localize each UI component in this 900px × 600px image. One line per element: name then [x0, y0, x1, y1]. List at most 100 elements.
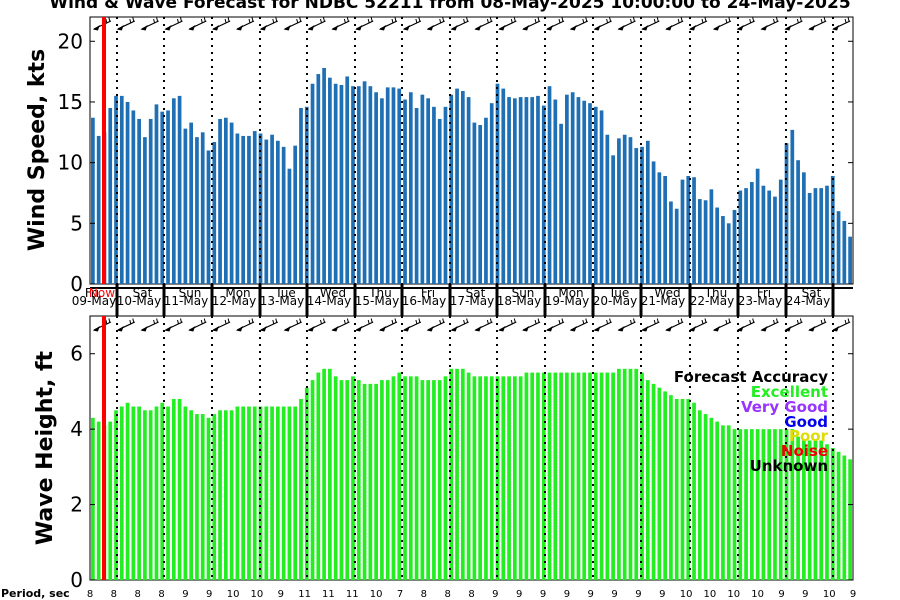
legend-very-good: Very Good — [741, 398, 828, 416]
wind-bar — [218, 118, 222, 284]
wind-bar — [686, 175, 691, 284]
wind-bar — [171, 98, 176, 284]
wind-bar — [836, 211, 841, 284]
wave-bar — [755, 429, 760, 580]
wind-bar — [119, 95, 124, 284]
wind-bar — [599, 110, 604, 284]
wave-bar — [489, 376, 494, 580]
wind-bar — [472, 122, 477, 284]
direction-arrow-icon — [498, 17, 517, 31]
direction-arrow-icon — [593, 17, 612, 31]
day-name-label: Fri — [421, 286, 435, 300]
wave-bar — [212, 414, 217, 580]
wind-bar — [842, 220, 847, 284]
wind-bar — [495, 83, 500, 284]
wave-bar — [680, 398, 685, 580]
direction-arrow-icon — [784, 17, 803, 31]
wind-bar — [721, 216, 725, 284]
wind-bar — [692, 177, 696, 284]
wave-bar — [715, 421, 720, 580]
wave-bar — [247, 406, 251, 580]
wave-day-gridlines — [116, 316, 834, 580]
direction-arrow-icon — [808, 318, 827, 332]
wave-bar — [767, 429, 772, 580]
wave-bar — [195, 414, 199, 580]
wind-bar — [91, 117, 95, 284]
wind-bar — [807, 192, 812, 284]
wave-bar — [744, 429, 748, 580]
now-marker: Now — [89, 17, 115, 580]
wind-bar — [293, 145, 298, 284]
wave-bar — [524, 372, 529, 580]
period-value: 9 — [182, 589, 188, 600]
period-value: 11 — [298, 589, 311, 600]
wave-bar — [143, 410, 147, 580]
y-tick-label: 20 — [58, 29, 83, 53]
wind-bar — [183, 128, 188, 284]
wind-bar — [397, 88, 402, 284]
chart-title: Wind & Wave Forecast for NDBC 52211 from… — [49, 0, 850, 13]
direction-arrow-icon — [808, 17, 827, 31]
wave-bar — [802, 440, 806, 580]
wave-bar — [310, 380, 315, 580]
wave-bar — [761, 429, 766, 580]
wave-bar — [374, 383, 378, 580]
wave-bar — [449, 368, 454, 580]
wind-bar — [304, 106, 309, 284]
wave-bar — [825, 444, 829, 580]
wind-y-axis: 0 5 10 15 20 — [58, 29, 853, 296]
wave-bar — [513, 376, 517, 580]
wave-bar — [501, 376, 506, 580]
wind-bar — [484, 117, 488, 284]
direction-arrow-icon — [760, 17, 779, 31]
wind-bar — [223, 117, 228, 284]
wave-bar — [778, 429, 783, 580]
wind-bar — [645, 140, 650, 284]
wind-bar — [657, 172, 662, 284]
wind-bar — [570, 92, 575, 284]
wind-bar — [813, 188, 818, 284]
wind-bar — [322, 67, 326, 284]
wind-bar — [640, 146, 644, 284]
direction-arrow-icon — [259, 17, 279, 31]
direction-arrow-icon — [212, 318, 231, 332]
period-labels: 8 8 8 8 9 9 10 10 9 11 11 11 10 7 8 8 8 9 9 9 9 9 9 9 9 10 10 10 10 9… — [87, 589, 856, 600]
wind-bar — [403, 99, 407, 284]
wind-bar — [726, 223, 731, 284]
day-name-label: Fri — [757, 286, 771, 300]
wave-bar — [414, 376, 419, 580]
wave-bar — [218, 410, 222, 580]
legend-poor: Poor — [789, 427, 829, 445]
wave-bars — [91, 368, 852, 580]
day-date-label: 12-May — [212, 294, 256, 308]
legend-unknown: Unknown — [750, 457, 828, 475]
period-value: 11 — [346, 589, 359, 600]
direction-arrow-icon — [760, 318, 779, 332]
y-tick-label: 4 — [70, 417, 83, 441]
direction-arrow-icon — [593, 318, 612, 332]
wave-bar — [697, 410, 702, 580]
period-value: 9 — [802, 589, 808, 600]
wave-bar — [819, 440, 824, 580]
wind-bar — [420, 94, 425, 284]
wind-bar — [247, 135, 251, 284]
wave-bar — [640, 372, 644, 580]
wind-bar — [732, 209, 737, 284]
wave-bar — [119, 406, 124, 580]
wave-bar — [420, 380, 425, 580]
period-value: 7 — [397, 589, 403, 600]
wind-bar — [195, 137, 199, 284]
day-date-label: 11-May — [164, 294, 208, 308]
wave-bar — [611, 372, 615, 580]
direction-arrow-icon — [236, 318, 255, 332]
wave-bar — [322, 368, 326, 580]
wave-bar — [125, 402, 130, 580]
day-name-label: Mon — [558, 286, 583, 300]
wave-bar — [674, 398, 679, 580]
wave-bar — [692, 402, 696, 580]
wave-bar — [657, 387, 662, 580]
period-value: 10 — [823, 589, 836, 600]
direction-arrow-icon — [116, 318, 136, 332]
day-name-label: Mon — [225, 286, 250, 300]
wave-bar — [709, 417, 714, 580]
